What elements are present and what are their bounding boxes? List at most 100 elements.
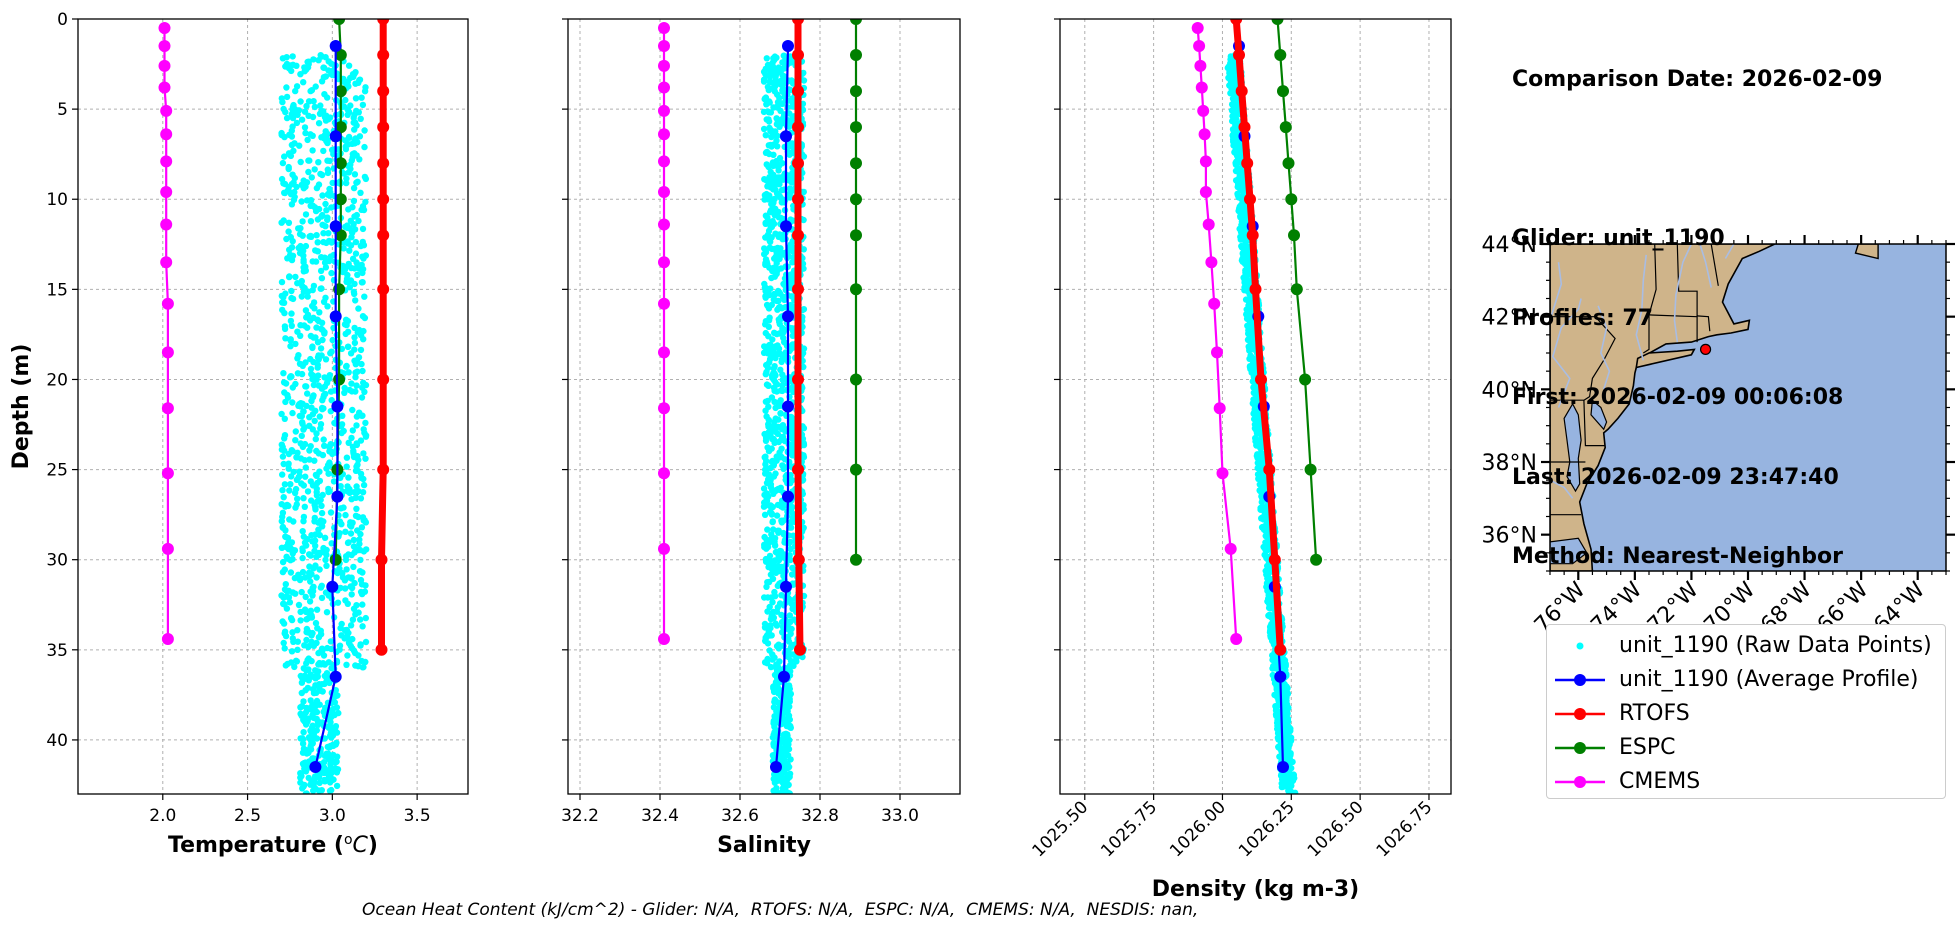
grid-lines <box>78 18 468 794</box>
raw-data-point <box>296 412 303 420</box>
raw-data-point <box>1254 437 1261 444</box>
raw-data-point <box>297 704 304 711</box>
raw-data-point <box>345 474 352 481</box>
raw-data-point <box>314 671 321 678</box>
raw-data-point <box>301 124 309 131</box>
raw-data-point <box>294 627 301 634</box>
raw-data-point <box>297 158 304 166</box>
series-point-rtofs <box>794 643 806 656</box>
raw-data-point <box>279 558 287 566</box>
raw-data-point <box>1253 427 1260 434</box>
raw-data-point <box>781 738 788 745</box>
raw-data-point <box>282 662 289 669</box>
raw-data-point <box>780 52 787 59</box>
raw-data-point <box>765 65 772 73</box>
raw-data-point <box>362 198 369 206</box>
series-point-cmems <box>1205 256 1218 269</box>
raw-data-point <box>774 66 781 74</box>
plot-area <box>158 19 390 794</box>
raw-data-point <box>328 397 335 404</box>
raw-data-point <box>307 218 315 225</box>
series-point-rtofs <box>377 19 390 25</box>
raw-data-point <box>289 629 296 636</box>
raw-data-point <box>304 390 311 397</box>
series-cmems <box>1191 22 1243 645</box>
raw-data-point <box>292 590 299 597</box>
raw-data-point <box>287 557 294 564</box>
long-island <box>1635 348 1696 369</box>
raw-data-point <box>325 774 333 782</box>
raw-data-point <box>358 412 365 419</box>
x-tick-label: 32.8 <box>801 806 839 826</box>
raw-data-point <box>359 623 366 630</box>
river <box>1724 244 1735 259</box>
raw-data-point <box>1240 228 1247 235</box>
raw-data-point <box>307 332 315 340</box>
raw-data-point <box>336 518 344 525</box>
raw-data-point <box>1237 236 1245 243</box>
raw-data-point <box>310 299 318 306</box>
raw-data-point <box>289 409 296 417</box>
raw-data-point <box>769 651 776 658</box>
raw-data-point <box>325 443 333 450</box>
river <box>1551 298 1582 408</box>
raw-data-point <box>771 671 779 679</box>
raw-data-point <box>311 773 319 780</box>
raw-data-point <box>789 259 796 266</box>
raw-data-point <box>329 238 336 245</box>
raw-data-point <box>309 587 317 595</box>
raw-data-point <box>358 524 366 531</box>
raw-data-point <box>328 734 335 741</box>
raw-data-point <box>308 777 315 784</box>
raw-data-point <box>786 790 793 794</box>
raw-data-point <box>770 422 777 429</box>
raw-data-point <box>772 379 779 386</box>
raw-data-point <box>307 443 314 450</box>
raw-data-point <box>287 615 295 622</box>
raw-data-point <box>306 157 313 164</box>
raw-data-point <box>1231 75 1238 82</box>
raw-data-point <box>766 552 774 560</box>
raw-data-point <box>1280 656 1288 663</box>
raw-data-point <box>778 789 785 794</box>
raw-data-point <box>761 620 769 628</box>
raw-data-point <box>765 323 772 330</box>
raw-data-point <box>301 68 308 75</box>
raw-data-point <box>324 130 331 137</box>
raw-data-point <box>286 516 293 523</box>
series-point-rtofs <box>792 193 804 206</box>
series-point-espc <box>334 85 347 98</box>
raw-data-point <box>300 79 307 86</box>
series-point-rtofs <box>377 229 390 242</box>
raw-data-point <box>777 366 784 373</box>
raw-data-point <box>313 485 320 492</box>
raw-data-point <box>340 427 347 435</box>
raw-data-point <box>281 628 289 635</box>
series-point-cmems <box>658 256 670 269</box>
raw-data-point <box>359 313 367 320</box>
raw-data-point <box>316 531 323 539</box>
map-lat-label: 42°N <box>1482 306 1537 331</box>
raw-data-point <box>772 470 779 477</box>
raw-data-point <box>302 709 310 716</box>
raw-data-point <box>762 249 770 256</box>
raw-data-point <box>354 271 361 278</box>
raw-data-point <box>311 417 318 425</box>
raw-data-point <box>765 382 772 389</box>
series-point-cmems <box>161 402 174 415</box>
raw-data-point <box>773 622 781 629</box>
raw-data-point <box>348 380 355 387</box>
raw-data-point <box>309 686 317 693</box>
raw-data-point <box>300 408 307 415</box>
raw-data-point <box>322 556 329 564</box>
raw-data-point <box>1234 107 1242 115</box>
glider-name: Glider: unit_1190 <box>1512 226 1725 251</box>
raw-data-point <box>779 387 786 395</box>
raw-data-point <box>305 643 312 651</box>
raw-data-point <box>346 284 353 291</box>
raw-data-point <box>299 282 306 290</box>
raw-data-point <box>292 340 299 348</box>
raw-data-point <box>771 535 779 542</box>
raw-data-point <box>329 179 336 187</box>
last-time: Last: 2026-02-09 23:47:40 <box>1512 464 1839 490</box>
